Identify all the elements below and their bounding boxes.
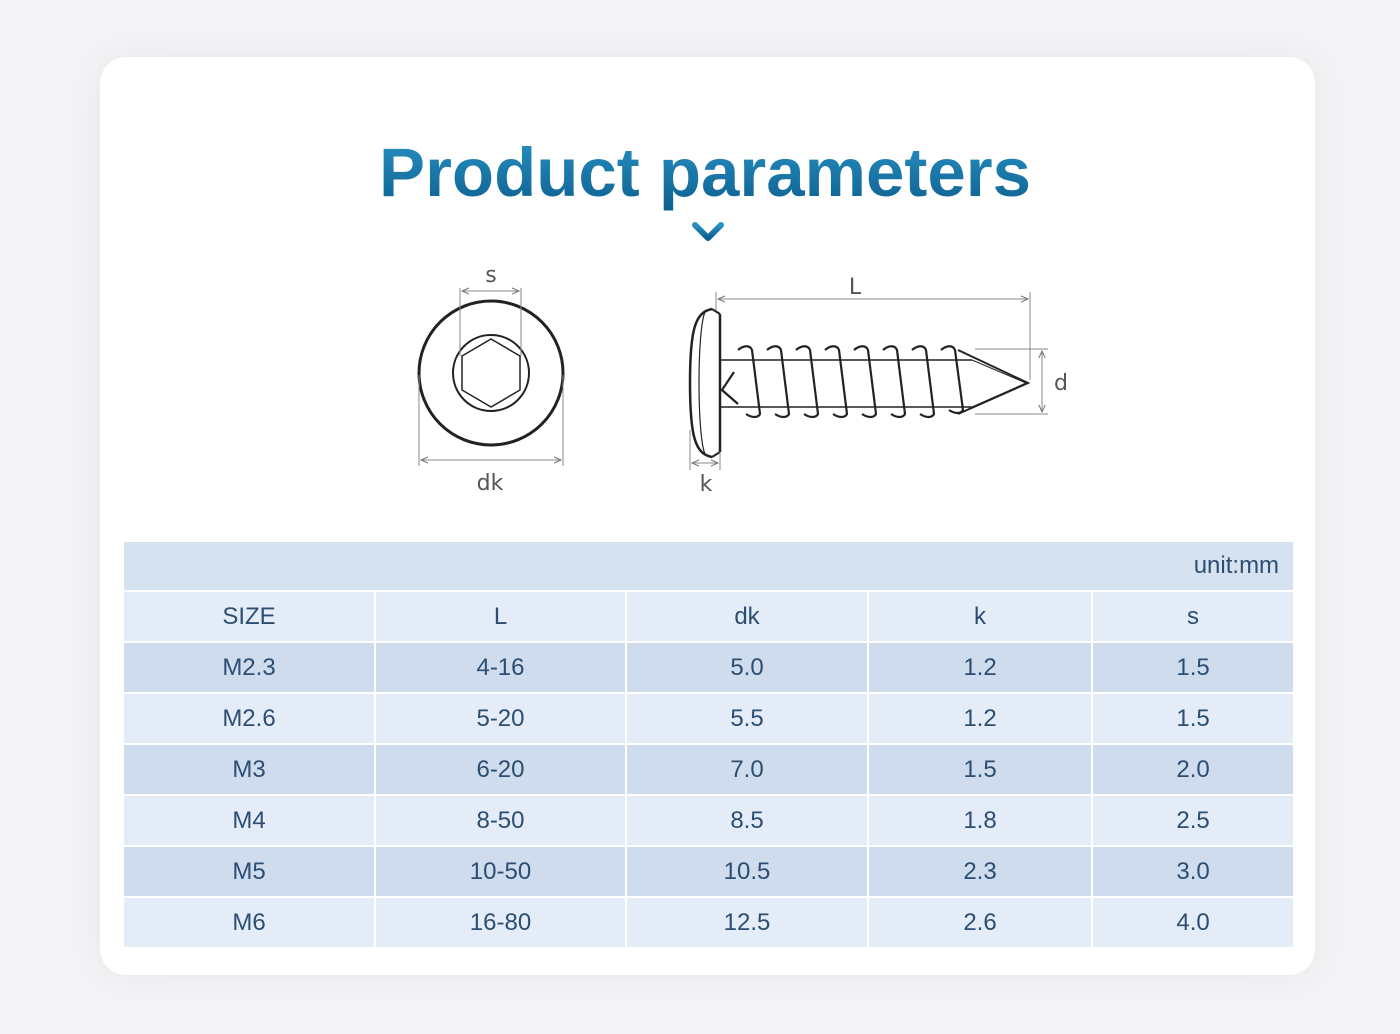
screw-technical-drawing: s dk: [417, 263, 1068, 497]
cell-dk: 5.5: [626, 693, 869, 745]
table-header-row: SIZE L dk k s: [124, 591, 1294, 643]
cell-dk: 5.0: [626, 642, 869, 694]
cell-size: M2.6: [124, 693, 376, 745]
table-row: M3 6-20 7.0 1.5 2.0: [124, 744, 1294, 796]
table-row: M2.3 4-16 5.0 1.2 1.5: [124, 642, 1294, 694]
cell-s: 3.0: [1092, 846, 1294, 898]
dimension-label-L: L: [849, 275, 862, 300]
screw-head-top-view: [417, 288, 565, 466]
screw-side-view: [688, 292, 1048, 470]
page-title: Product parameters: [0, 133, 1400, 213]
cell-s: 2.0: [1092, 744, 1294, 796]
dimension-label-s: s: [485, 263, 496, 288]
cell-L: 10-50: [375, 846, 627, 898]
table-row: M2.6 5-20 5.5 1.2 1.5: [124, 693, 1294, 745]
header-k: k: [868, 591, 1093, 643]
cell-L: 5-20: [375, 693, 627, 745]
cell-dk: 8.5: [626, 795, 869, 847]
cell-L: 16-80: [375, 897, 627, 949]
unit-label: unit:mm: [124, 542, 1294, 592]
cell-size: M3: [124, 744, 376, 796]
cell-dk: 7.0: [626, 744, 869, 796]
cell-dk: 10.5: [626, 846, 869, 898]
chevron-down-icon: [692, 222, 724, 241]
cell-k: 1.2: [868, 693, 1093, 745]
cell-k: 2.3: [868, 846, 1093, 898]
header-s: s: [1092, 591, 1294, 643]
dimension-label-k: k: [700, 472, 713, 497]
cell-s: 1.5: [1092, 693, 1294, 745]
cell-L: 4-16: [375, 642, 627, 694]
cell-L: 6-20: [375, 744, 627, 796]
table-row: M4 8-50 8.5 1.8 2.5: [124, 795, 1294, 847]
cell-size: M4: [124, 795, 376, 847]
header-L: L: [375, 591, 627, 643]
table-row: M6 16-80 12.5 2.6 4.0: [124, 897, 1294, 949]
cell-k: 1.2: [868, 642, 1093, 694]
cell-size: M5: [124, 846, 376, 898]
header-size: SIZE: [124, 591, 376, 643]
cell-s: 1.5: [1092, 642, 1294, 694]
dimension-label-d: d: [1054, 371, 1068, 396]
cell-k: 1.8: [868, 795, 1093, 847]
header-dk: dk: [626, 591, 869, 643]
unit-row: unit:mm: [124, 542, 1294, 592]
cell-dk: 12.5: [626, 897, 869, 949]
cell-size: M2.3: [124, 642, 376, 694]
cell-s: 2.5: [1092, 795, 1294, 847]
cell-k: 2.6: [868, 897, 1093, 949]
cell-k: 1.5: [868, 744, 1093, 796]
cell-L: 8-50: [375, 795, 627, 847]
parameters-table: unit:mm SIZE L dk k s M2.3 4-16 5.0 1.2 …: [124, 542, 1294, 949]
table-row: M5 10-50 10.5 2.3 3.0: [124, 846, 1294, 898]
cell-s: 4.0: [1092, 897, 1294, 949]
dimension-label-dk: dk: [477, 471, 504, 496]
cell-size: M6: [124, 897, 376, 949]
